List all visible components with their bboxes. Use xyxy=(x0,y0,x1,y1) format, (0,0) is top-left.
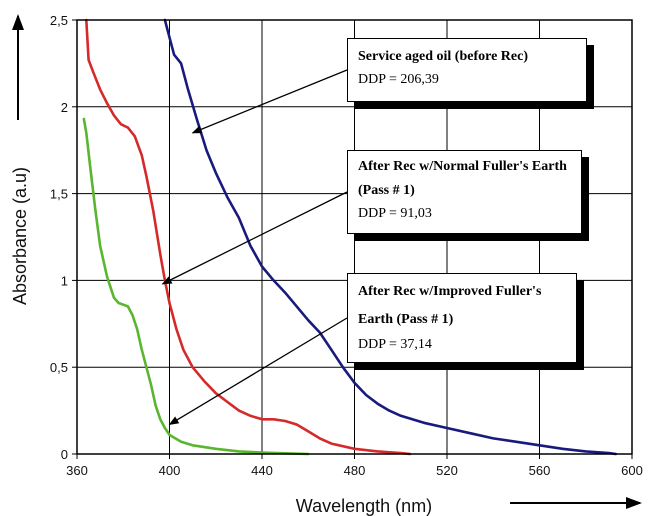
annotation-ddp: DDP = 206,39 xyxy=(358,72,439,87)
x-tick-label: 440 xyxy=(251,463,273,478)
annotation-box-normal-fullers: After Rec w/Normal Fuller's Earth (Pass … xyxy=(347,150,582,234)
y-tick-label: 1,5 xyxy=(50,187,68,202)
y-tick-label: 2,5 xyxy=(50,13,68,28)
y-tick-label: 2 xyxy=(61,100,68,115)
annotation-title: After Rec w/Improved Fuller's Earth (Pas… xyxy=(358,284,542,327)
annotation-arrow xyxy=(168,317,348,426)
x-axis-title: Wavelength (nm) xyxy=(296,496,432,516)
annotation-arrow xyxy=(161,191,348,285)
y-tick-label: 0 xyxy=(61,447,68,462)
x-tick-label: 600 xyxy=(621,463,643,478)
annotation-title: After Rec w/Normal Fuller's Earth (Pass … xyxy=(358,159,567,198)
annotation-arrows xyxy=(161,69,348,426)
x-tick-label: 560 xyxy=(529,463,551,478)
annotation-title: Service aged oil (before Rec) xyxy=(358,49,529,64)
annotation-ddp: DDP = 37,14 xyxy=(358,337,432,352)
x-tick-label: 480 xyxy=(344,463,366,478)
series-line-1 xyxy=(85,18,412,456)
series-layer xyxy=(82,18,618,456)
x-tick-label: 360 xyxy=(66,463,88,478)
ticks: 360 400 440 480 520 560 600 0 0,5 1 1,5 2 2,5 xyxy=(50,13,643,478)
series-line-2 xyxy=(82,117,310,456)
annotation-arrow xyxy=(191,69,348,134)
y-axis-title: Absorbance (a.u) xyxy=(10,167,30,305)
x-tick-label: 520 xyxy=(436,463,458,478)
series-line-0 xyxy=(163,18,618,456)
y-tick-label: 1 xyxy=(61,273,68,288)
y-tick-label: 0,5 xyxy=(50,360,68,375)
annotation-box-service-aged: Service aged oil (before Rec) DDP = 206,… xyxy=(347,38,587,102)
x-tick-label: 400 xyxy=(159,463,181,478)
annotation-box-improved-fullers: After Rec w/Improved Fuller's Earth (Pas… xyxy=(347,273,577,363)
annotation-ddp: DDP = 91,03 xyxy=(358,206,432,221)
